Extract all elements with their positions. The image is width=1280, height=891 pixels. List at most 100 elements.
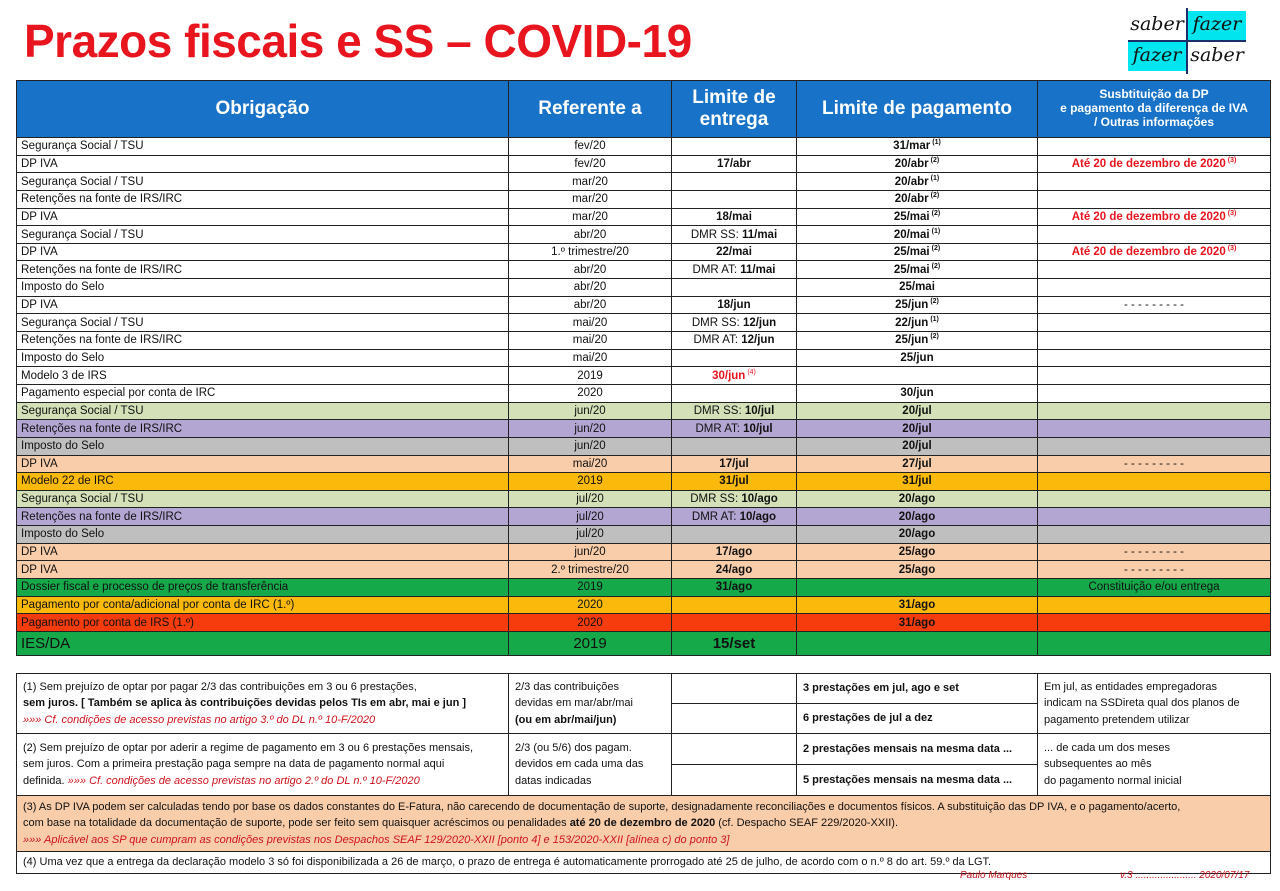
cell-text: DMR SS: (690, 493, 742, 506)
cell-entrega: DMR AT: 10/ago (671, 507, 797, 527)
header-info-line: / Outras informações (1093, 114, 1215, 129)
cell-text: 31/jul (719, 475, 749, 488)
cell-referente: jul/20 (508, 525, 672, 544)
logo-text: fazer (1128, 42, 1186, 71)
note-line: ... de cada um dos meses (1044, 741, 1170, 754)
cell-info: Até 20 de dezembro de 2020 (3) (1037, 242, 1271, 262)
cell-pagamento: 25/mai (2) (796, 242, 1038, 262)
cell-obrigacao: DP IVA (16, 207, 509, 227)
cell-pagamento: 20/ago (796, 489, 1038, 509)
cell-info: Até 20 de dezembro de 2020 (3) (1037, 154, 1271, 174)
note-2-row: (2) Sem prejuízo de optar por aderir a r… (16, 733, 1271, 796)
cell-text: jun/20 (574, 546, 606, 559)
header-obrigacao: Obrigação (16, 80, 509, 138)
note-3-text: (3) As DP IVA podem ser calculadas tendo… (16, 795, 1271, 852)
cell-obrigacao: IES/DA (16, 630, 509, 656)
cell-obrigacao: Imposto do Selo (16, 278, 509, 297)
deadlines-table: Obrigação Referente a Limite de entrega … (16, 80, 1271, 656)
cell-referente: 2019 (508, 472, 672, 491)
cell-info: Até 20 de dezembro de 2020 (3) (1037, 207, 1271, 227)
table-row: Segurança Social / TSU jun/20 DMR SS: 10/j… (16, 401, 1271, 421)
cell-obrigacao: Segurança Social / TSU (16, 137, 509, 156)
note-line: (ou em abr/mai/jun) (515, 713, 617, 726)
logo-divider (1186, 8, 1188, 74)
cell-text: - - - - - - - - - (1123, 546, 1185, 559)
cell-info (1037, 366, 1271, 385)
note-line: indicam na SSDireta qual dos planos de (1044, 697, 1240, 710)
cell-referente: jun/20 (508, 436, 672, 456)
cell-text: DMR SS: (690, 228, 742, 241)
table-row: IES/DA 2019 15/set (16, 630, 1271, 656)
cell-info (1037, 225, 1271, 244)
cell-entrega (671, 613, 797, 632)
cell-text: 10/jul (743, 422, 773, 435)
footnote-ref: (1) (932, 139, 941, 147)
cell-entrega (671, 278, 797, 297)
note-line: »»» Cf. condições de acesso previstas no… (23, 713, 376, 726)
cell-pagamento: 20/mai (1) (796, 225, 1038, 244)
cell-referente: 2019 (508, 578, 672, 597)
cell-text: 27/jul (902, 457, 932, 470)
cell-text: 22/mai (716, 246, 752, 259)
cell-referente: 2019 (508, 366, 672, 385)
footnote-ref: (2) (930, 156, 940, 164)
note-line: devidas em mar/abr/mai (515, 697, 633, 710)
cell-text: Segurança Social / TSU (21, 316, 144, 329)
cell-info (1037, 260, 1271, 280)
cell-info: - - - - - - - - - (1037, 454, 1271, 474)
cell-entrega (671, 172, 797, 191)
cell-text: mai/20 (572, 316, 608, 329)
cell-text: mar/20 (572, 193, 608, 206)
cell-entrega: 30/jun (4) (671, 366, 797, 385)
cell-text: 20/abr (894, 193, 929, 206)
cell-pagamento: 20/ago (796, 507, 1038, 527)
note-2-pag: 2 prestações mensais na mesma data ... (796, 733, 1038, 765)
cell-pagamento: 30/jun (796, 383, 1038, 403)
table-row: Segurança Social / TSU mai/20 DMR SS: 12/j… (16, 313, 1271, 333)
footnote-ref: (2) (931, 209, 941, 217)
cell-text: DP IVA (21, 299, 58, 312)
note-line: (3) As DP IVA podem ser calculadas tendo… (23, 800, 1181, 813)
cell-text: Pagamento por conta/adicional por conta … (21, 598, 295, 611)
cell-text: Imposto do Selo (21, 281, 105, 294)
cell-pagamento: 25/jun (2) (796, 331, 1038, 350)
cell-text: DP IVA (21, 457, 58, 470)
note-1-info: Em jul, as entidades empregadoras indica… (1037, 673, 1271, 734)
footnote-ref: (1) (930, 174, 940, 182)
cell-info (1037, 507, 1271, 527)
cell-pagamento (796, 366, 1038, 385)
cell-entrega: DMR SS: 10/jul (671, 401, 797, 421)
cell-text: 17/ago (715, 546, 753, 559)
cell-text: 31/jul (902, 475, 932, 488)
cell-pagamento: 31/mar (1) (796, 137, 1038, 156)
cell-text: 2020 (577, 616, 603, 629)
cell-referente: jul/20 (508, 507, 672, 527)
footnote-ref: (4) (747, 368, 756, 376)
table-row: Segurança Social / TSU mar/20 20/abr (1) (16, 172, 1271, 191)
cell-text: jul/20 (576, 528, 604, 541)
cell-text: Imposto do Selo (21, 440, 105, 453)
note-text: (cf. Despacho SEAF 229/2020-XXII). (718, 817, 899, 830)
cell-referente: mai/20 (508, 454, 672, 474)
table-row: Dossier fiscal e processo de preços de t… (16, 578, 1271, 597)
cell-text: 11/mai (740, 263, 776, 276)
table-row: Retenções na fonte de IRS/IRC mar/20 20/ab… (16, 189, 1271, 209)
table-row: DP IVA fev/20 17/abr 20/abr (2) Até 20 de dez… (16, 154, 1271, 174)
note-1-row: (1) Sem prejuízo de optar por pagar 2/3 … (16, 673, 1271, 734)
note-1-text: (1) Sem prejuízo de optar por pagar 2/3 … (16, 673, 509, 734)
note-text: definida. (23, 774, 65, 787)
table-row: Modelo 22 de IRC 2019 31/jul 31/jul (16, 472, 1271, 491)
logo-text: saber (1128, 11, 1186, 40)
cell-obrigacao: Segurança Social / TSU (16, 489, 509, 509)
table-row: Segurança Social / TSU jul/20 DMR SS: 10/a… (16, 489, 1271, 509)
cell-text: 25/ago (898, 563, 936, 576)
cell-obrigacao: DP IVA (16, 242, 509, 262)
cell-text: 20/mai (893, 228, 930, 241)
cell-obrigacao: DP IVA (16, 560, 509, 580)
cell-text: 12/jun (741, 334, 775, 347)
footnote-ref: (2) (931, 245, 941, 253)
table-body: Segurança Social / TSU fev/20 31/mar (1) DP … (16, 137, 1271, 656)
cell-entrega: 18/mai (671, 207, 797, 227)
note-line: subsequentes ao mês (1044, 758, 1152, 771)
cell-text: Imposto do Selo (21, 352, 105, 364)
